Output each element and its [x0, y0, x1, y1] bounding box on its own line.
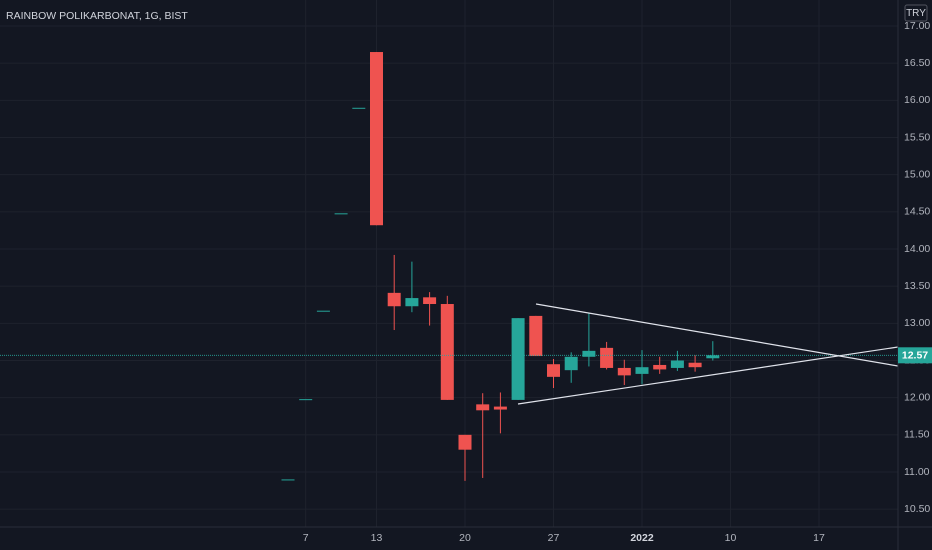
candle-body [670, 360, 684, 368]
y-tick-label: 16.50 [904, 57, 930, 69]
candle-body [405, 298, 419, 307]
candle-body [529, 315, 543, 357]
axis-labels: 10.5011.0011.5012.0012.5013.0013.5014.00… [303, 20, 932, 544]
candle-body [493, 406, 507, 410]
candle-body [600, 347, 614, 368]
y-tick-label: 15.00 [904, 168, 930, 180]
y-tick-label: 12.00 [904, 391, 930, 403]
y-tick-label: 11.50 [904, 429, 930, 441]
currency-box[interactable] [904, 4, 928, 22]
candle-body [423, 297, 437, 305]
candle-body [582, 350, 596, 357]
time-axis [0, 527, 932, 550]
y-tick-label: 13.00 [904, 317, 930, 329]
price-axis [898, 0, 932, 550]
y-tick-label: 17.00 [904, 20, 930, 32]
x-tick-label: 20 [459, 532, 471, 544]
candle-body [653, 364, 667, 370]
x-tick-label: 10 [725, 532, 737, 544]
y-tick-label: 14.50 [904, 206, 930, 218]
candle-body [299, 399, 313, 401]
last-price-label: 12.57 [902, 350, 928, 362]
y-tick-label: 11.00 [904, 466, 930, 478]
x-tick-label: 27 [548, 532, 560, 544]
candle-body [635, 367, 649, 374]
y-tick-label: 16.00 [904, 94, 930, 106]
candle-body [547, 364, 560, 377]
candles [0, 52, 898, 481]
y-tick-label: 10.50 [904, 503, 930, 515]
last-price-box [898, 347, 932, 364]
candle-body [370, 52, 383, 226]
chart-title: RAINBOW POLIKARBONAT, 1G, BIST [6, 10, 188, 22]
candle-body [316, 310, 330, 312]
candle-body [617, 367, 631, 376]
x-tick-label: 7 [303, 532, 309, 544]
candle-body [387, 292, 401, 307]
x-tick-label: 2022 [630, 532, 654, 544]
candle-body [458, 434, 472, 450]
candle-body [281, 479, 295, 481]
x-tick-label: 13 [371, 532, 383, 544]
y-tick-label: 14.00 [904, 243, 930, 255]
currency[interactable]: TRY [906, 8, 926, 19]
candle-body [688, 362, 702, 368]
candle-body [440, 304, 454, 400]
y-tick-label: 15.50 [904, 131, 930, 143]
x-tick-label: 17 [813, 532, 825, 544]
candle-body [511, 318, 525, 400]
candle-body [334, 213, 348, 215]
candle-body [352, 107, 366, 109]
candle-body [476, 404, 490, 411]
candle-body [564, 356, 578, 371]
trendline [517, 346, 899, 405]
candle-body [706, 355, 720, 359]
y-tick-label: 13.50 [904, 280, 930, 292]
